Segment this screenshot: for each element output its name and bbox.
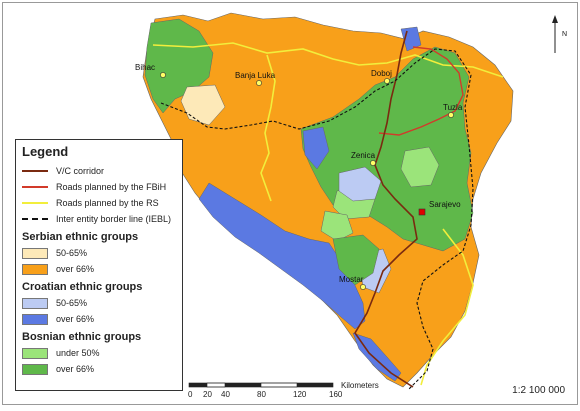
city-label-bihac: Bihac: [135, 63, 156, 72]
legend-row-serbian-50-65: 50-65%: [22, 245, 176, 261]
city-marker-tuzla: [448, 112, 454, 118]
legend-serbian-over-66-label: over 66%: [56, 264, 95, 274]
city-marker-sarajevo: [418, 208, 426, 216]
legend-row-bosnian-over-66: over 66%: [22, 361, 176, 377]
croatian-blue-2: [302, 126, 330, 170]
light-orange-pocket: [180, 84, 226, 126]
legend-croatian-50-65-swatch: [22, 297, 48, 309]
legend-bosnian-over-66-swatch: [22, 363, 48, 375]
legend-rs-roads-swatch: [22, 202, 48, 204]
bosnia-map: [142, 12, 514, 390]
city-marker-zenica: [370, 160, 376, 166]
legend-lines: V/C corridor Roads planned by the FBiH R…: [22, 163, 176, 227]
legend-rs-roads-label: Roads planned by the RS: [56, 198, 159, 208]
city-label-mostar: Mostar: [339, 275, 364, 284]
legend-row-croatian-over-66: over 66%: [22, 311, 176, 327]
legend-fbih-roads-swatch: [22, 186, 48, 188]
north-arrow-icon: [552, 15, 558, 53]
legend-bosnian-title: Bosnian ethnic groups: [22, 331, 142, 343]
scale-tick-40: 40: [221, 390, 230, 399]
legend-serbian-title: Serbian ethnic groups: [22, 231, 139, 243]
city-label-tuzla: Tuzla: [443, 103, 463, 112]
legend-panel: Legend V/C corridor Roads planned by the…: [15, 139, 183, 391]
legend-vc-corridor-label: V/C corridor: [56, 166, 105, 176]
legend-bosnian-over-66-label: over 66%: [56, 364, 95, 374]
legend-row-vc-corridor: V/C corridor: [22, 163, 176, 179]
city-label-banja-luka: Banja Luka: [235, 71, 276, 80]
legend-row-bosnian-under-50: under 50%: [22, 345, 176, 361]
legend-row-rs-roads: Roads planned by the RS: [22, 195, 176, 211]
scale-bar: [188, 382, 334, 388]
legend-iebl-label: Inter entity border line (IEBL): [56, 214, 172, 224]
croatian-light-1: [338, 166, 382, 202]
legend-row-iebl: Inter entity border line (IEBL): [22, 211, 176, 227]
legend-serbian-50-65-swatch: [22, 247, 48, 259]
scale-tick-20: 20: [203, 390, 212, 399]
north-label: N: [561, 31, 567, 38]
fbih-road: [378, 46, 464, 136]
city-marker-mostar: [360, 284, 366, 290]
legend-serbian-50-65-label: 50-65%: [56, 248, 88, 258]
legend-bosnian-under-50-swatch: [22, 347, 48, 359]
city-label-sarajevo: Sarajevo: [429, 200, 461, 209]
city-marker-banja-luka: [256, 80, 262, 86]
legend-bosnian-under-50-label: under 50%: [56, 348, 100, 358]
rs-road-3: [420, 228, 474, 386]
map-frame: Bihac Banja Luka Doboj Tuzla Zenica Sara…: [2, 2, 578, 405]
legend-croatian-50-65-label: 50-65%: [56, 298, 88, 308]
city-label-zenica: Zenica: [351, 151, 376, 160]
legend-serbian-over-66-swatch: [22, 263, 48, 275]
legend-iebl-swatch: [22, 218, 48, 220]
legend-croatian-over-66-label: over 66%: [56, 314, 95, 324]
city-marker-bihac: [160, 72, 166, 78]
vc-corridor: [354, 30, 418, 388]
scale-tick-160: 160: [329, 390, 343, 399]
scale-ratio: 1:2 100 000: [512, 385, 565, 396]
legend-row-croatian-50-65: 50-65%: [22, 295, 176, 311]
city-marker-doboj: [384, 78, 390, 84]
legend-row-serbian-over-66: over 66%: [22, 261, 176, 277]
rs-road-1: [152, 42, 504, 78]
legend-title: Legend: [22, 144, 69, 159]
scale-tick-80: 80: [257, 390, 266, 399]
legend-croatian-over-66-swatch: [22, 313, 48, 325]
light-green-1: [400, 146, 440, 188]
rs-road-2: [260, 54, 276, 202]
scale-unit: Kilometers: [341, 381, 379, 390]
scale-tick-120: 120: [293, 390, 307, 399]
mostar-bosnian-region: [332, 234, 380, 286]
legend-row-fbih-roads: Roads planned by the FBiH: [22, 179, 176, 195]
light-green-3: [320, 210, 354, 242]
scale-tick-0: 0: [188, 390, 193, 399]
city-label-doboj: Doboj: [371, 69, 392, 78]
legend-croatian-title: Croatian ethnic groups: [22, 281, 143, 293]
iebl-line: [160, 48, 474, 390]
legend-vc-corridor-swatch: [22, 170, 48, 172]
legend-fbih-roads-label: Roads planned by the FBiH: [56, 182, 167, 192]
